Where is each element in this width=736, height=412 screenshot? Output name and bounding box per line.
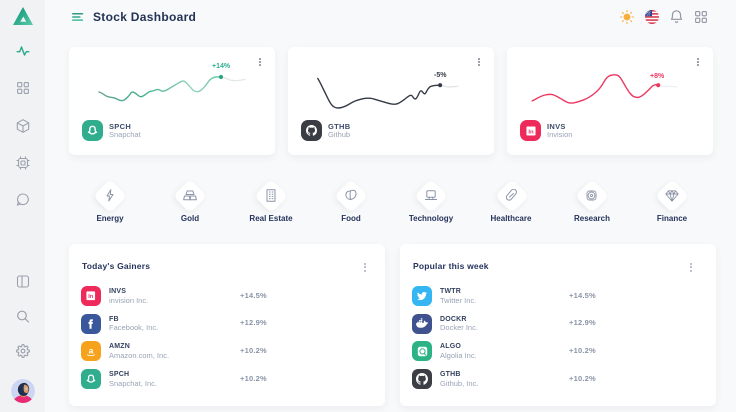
svg-text:a: a [89,345,94,355]
svg-text:In: In [89,294,95,300]
svg-text:In: In [528,129,534,135]
